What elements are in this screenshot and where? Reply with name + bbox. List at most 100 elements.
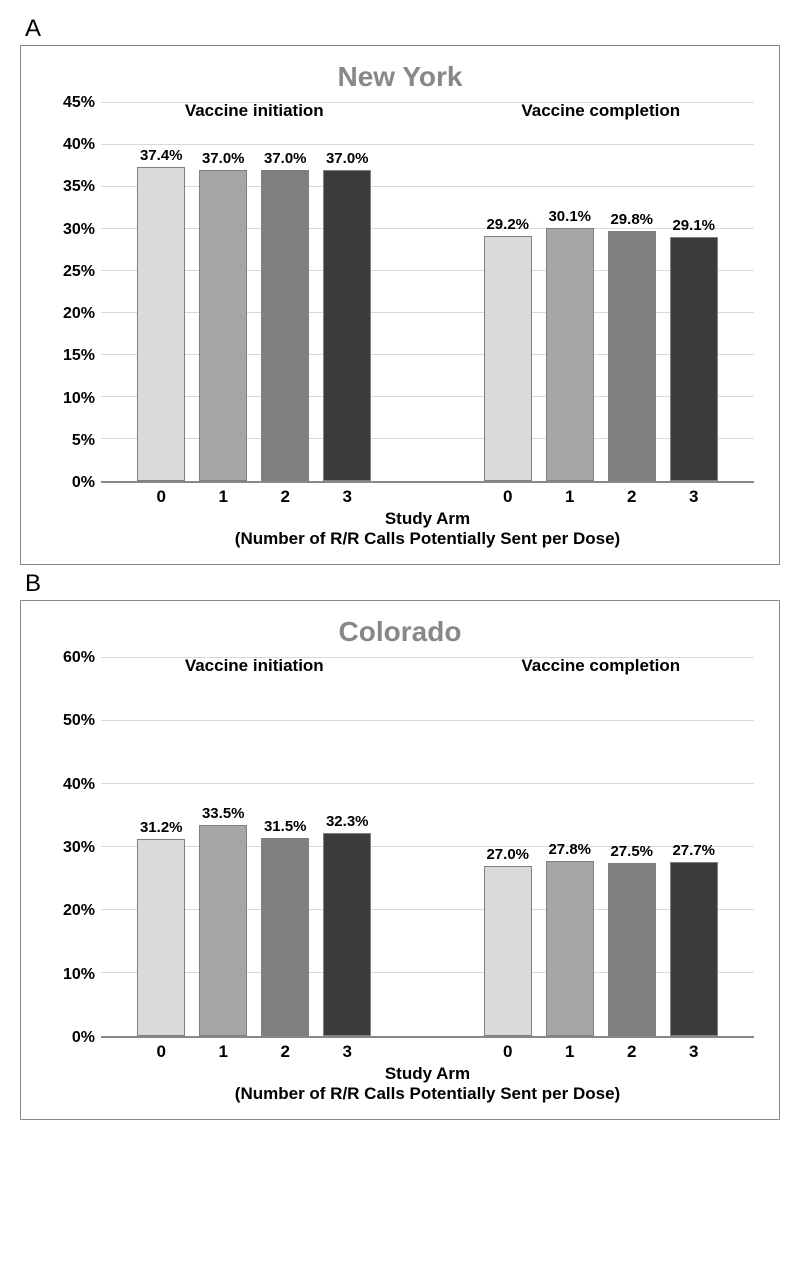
x-tick-label: 3 [670, 483, 718, 507]
bar-groups: Vaccine initiation31.2%33.5%31.5%32.3%Va… [101, 658, 754, 1036]
chart-inner: 45%40%35%30%25%20%15%10%5%0%Vaccine init… [46, 103, 754, 483]
bar [546, 861, 594, 1036]
y-tick-label: 45% [63, 94, 95, 112]
bar [323, 170, 371, 481]
bar-value-label: 27.7% [672, 842, 715, 859]
bar-value-label: 27.5% [610, 843, 653, 860]
bar [199, 170, 247, 481]
bar-group: Vaccine initiation31.2%33.5%31.5%32.3% [101, 658, 408, 1036]
y-tick-label: 15% [63, 347, 95, 365]
x-tick-label: 0 [484, 483, 532, 507]
bar-wrap: 37.0% [199, 103, 247, 481]
y-tick-label: 40% [63, 136, 95, 154]
bar-group: Vaccine completion27.0%27.8%27.5%27.7% [448, 658, 755, 1036]
bar-value-label: 37.0% [264, 150, 307, 167]
x-spacer [408, 1038, 448, 1062]
x-tick-group: 0123 [448, 483, 755, 507]
bar-group: Vaccine completion29.2%30.1%29.8%29.1% [448, 103, 755, 481]
bar [608, 231, 656, 481]
x-tick-group: 0123 [101, 1038, 408, 1062]
bar-value-label: 31.2% [140, 819, 183, 836]
x-tick-label: 1 [199, 483, 247, 507]
bars: 37.4% 37.0% 37.0% 37.0% [137, 103, 371, 481]
x-axis: 01230123 [101, 483, 754, 507]
y-tick-label: 20% [63, 902, 95, 920]
bar-wrap: 29.2% [484, 103, 532, 481]
x-tick-label: 3 [323, 483, 371, 507]
x-tick-label: 3 [670, 1038, 718, 1062]
plot-area: Vaccine initiation31.2%33.5%31.5%32.3%Va… [101, 658, 754, 1038]
bar-wrap: 31.5% [261, 658, 309, 1036]
chart-title: New York [46, 61, 754, 93]
x-tick-label: 2 [261, 1038, 309, 1062]
y-tick-label: 40% [63, 776, 95, 794]
bar-value-label: 29.1% [672, 217, 715, 234]
y-tick-label: 10% [63, 966, 95, 984]
x-axis-sublabel: (Number of R/R Calls Potentially Sent pe… [101, 1084, 754, 1104]
bars: 29.2% 30.1% 29.8% 29.1% [484, 103, 718, 481]
bar-group: Vaccine initiation37.4%37.0%37.0%37.0% [101, 103, 408, 481]
bar-wrap: 27.0% [484, 658, 532, 1036]
y-tick-label: 25% [63, 263, 95, 281]
group-spacer [408, 658, 448, 1036]
x-axis: 01230123 [101, 1038, 754, 1062]
chart-panel: Colorado60%50%40%30%20%10%0%Vaccine init… [20, 600, 780, 1120]
bar [323, 833, 371, 1036]
bar-wrap: 37.4% [137, 103, 185, 481]
panel-label: A [25, 15, 780, 43]
y-axis: 60%50%40%30%20%10%0% [46, 658, 101, 1038]
x-tick-label: 0 [484, 1038, 532, 1062]
bar-value-label: 37.0% [326, 150, 369, 167]
bar [484, 866, 532, 1036]
bar [261, 838, 309, 1036]
bar-wrap: 33.5% [199, 658, 247, 1036]
y-tick-label: 60% [63, 649, 95, 667]
bar-wrap: 29.1% [670, 103, 718, 481]
chart-title: Colorado [46, 616, 754, 648]
x-tick-label: 1 [199, 1038, 247, 1062]
bar-value-label: 29.2% [486, 216, 529, 233]
bar [670, 237, 718, 481]
bar [484, 236, 532, 481]
bar-wrap: 31.2% [137, 658, 185, 1036]
y-tick-label: 10% [63, 390, 95, 408]
y-tick-label: 5% [72, 432, 95, 450]
bar-value-label: 29.8% [610, 211, 653, 228]
bar-wrap: 30.1% [546, 103, 594, 481]
bar-value-label: 31.5% [264, 818, 307, 835]
x-tick-label: 2 [608, 483, 656, 507]
bar-wrap: 29.8% [608, 103, 656, 481]
x-tick-group: 0123 [101, 483, 408, 507]
bar [199, 825, 247, 1036]
x-axis-sublabel: (Number of R/R Calls Potentially Sent pe… [101, 529, 754, 549]
bar-value-label: 27.8% [548, 841, 591, 858]
chart-inner: 60%50%40%30%20%10%0%Vaccine initiation31… [46, 658, 754, 1038]
bar-wrap: 37.0% [261, 103, 309, 481]
bars: 31.2% 33.5% 31.5% 32.3% [137, 658, 371, 1036]
panel-label: B [25, 570, 780, 598]
y-tick-label: 0% [72, 1029, 95, 1047]
plot-area: Vaccine initiation37.4%37.0%37.0%37.0%Va… [101, 103, 754, 483]
x-tick-label: 0 [137, 1038, 185, 1062]
bar-value-label: 37.4% [140, 147, 183, 164]
x-axis-label: Study Arm [101, 509, 754, 529]
bar-wrap: 27.8% [546, 658, 594, 1036]
bar [137, 167, 185, 481]
y-axis: 45%40%35%30%25%20%15%10%5%0% [46, 103, 101, 483]
x-tick-label: 1 [546, 1038, 594, 1062]
x-tick-label: 3 [323, 1038, 371, 1062]
bar-groups: Vaccine initiation37.4%37.0%37.0%37.0%Va… [101, 103, 754, 481]
group-spacer [408, 103, 448, 481]
bar [137, 839, 185, 1036]
bar-wrap: 27.7% [670, 658, 718, 1036]
bar-wrap: 32.3% [323, 658, 371, 1036]
y-tick-label: 20% [63, 305, 95, 323]
x-axis-label: Study Arm [101, 1064, 754, 1084]
x-spacer [408, 483, 448, 507]
chart-panel: New York45%40%35%30%25%20%15%10%5%0%Vacc… [20, 45, 780, 565]
bar-value-label: 37.0% [202, 150, 245, 167]
y-tick-label: 0% [72, 474, 95, 492]
bars: 27.0% 27.8% 27.5% 27.7% [484, 658, 718, 1036]
figure: ANew York45%40%35%30%25%20%15%10%5%0%Vac… [0, 0, 800, 1140]
x-tick-label: 0 [137, 483, 185, 507]
